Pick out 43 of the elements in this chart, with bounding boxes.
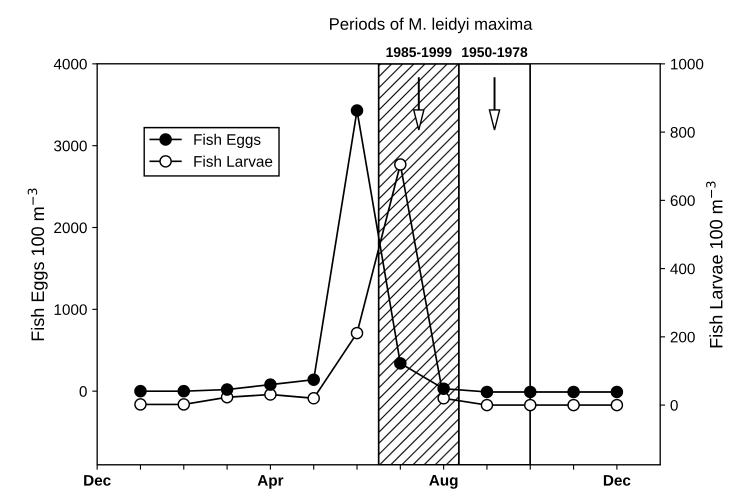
point bbox=[394, 357, 407, 370]
x-tick-label: Aug bbox=[429, 475, 458, 489]
y-axis-title: Fish Eggs 100 m$^{−3}$ bbox=[28, 188, 48, 340]
y2-tick-label: 0 bbox=[670, 400, 678, 411]
x-tick-label: Apr bbox=[258, 475, 284, 489]
y2-tick-label: 400 bbox=[670, 263, 695, 274]
point bbox=[350, 326, 364, 340]
y2-tick-label: 800 bbox=[670, 126, 695, 138]
point bbox=[307, 373, 320, 386]
point bbox=[437, 382, 450, 395]
point bbox=[610, 398, 624, 412]
text: 1950-1978 bbox=[462, 47, 528, 58]
y2-tick-label: 600 bbox=[670, 195, 695, 206]
point bbox=[480, 398, 494, 412]
point bbox=[220, 383, 234, 396]
point bbox=[480, 386, 494, 398]
x-tick-label: Dec bbox=[84, 475, 111, 486]
point bbox=[610, 386, 624, 398]
point bbox=[178, 384, 190, 398]
y2-tick-label: 200 bbox=[670, 332, 695, 343]
point bbox=[567, 386, 580, 398]
y-tick-label: 2000 bbox=[54, 222, 87, 234]
point bbox=[524, 386, 537, 398]
point bbox=[350, 104, 364, 117]
y2-axis-title: Fish Larvae 100 m$^{−3}$ bbox=[706, 182, 723, 348]
point bbox=[134, 384, 147, 398]
text: 1985-1999 bbox=[386, 47, 452, 58]
y-tick-label: 1000 bbox=[54, 304, 87, 316]
point bbox=[264, 378, 277, 391]
chart-title: Periods of M. leidyi maxima bbox=[330, 18, 532, 34]
x-tick-label: Dec bbox=[604, 475, 630, 486]
legend-label: Fish Eggs bbox=[194, 134, 260, 148]
point bbox=[307, 392, 320, 405]
y-tick-label: 3000 bbox=[54, 140, 87, 152]
y-tick-label: 0 bbox=[80, 386, 87, 397]
point bbox=[134, 398, 147, 411]
y-tick-label: 4000 bbox=[54, 58, 87, 70]
point bbox=[524, 398, 537, 412]
legend-label: Fish Larvae bbox=[194, 156, 272, 167]
point bbox=[567, 398, 580, 412]
point bbox=[178, 398, 190, 411]
point bbox=[394, 158, 407, 171]
y2-tick-label: 1000 bbox=[671, 58, 704, 70]
